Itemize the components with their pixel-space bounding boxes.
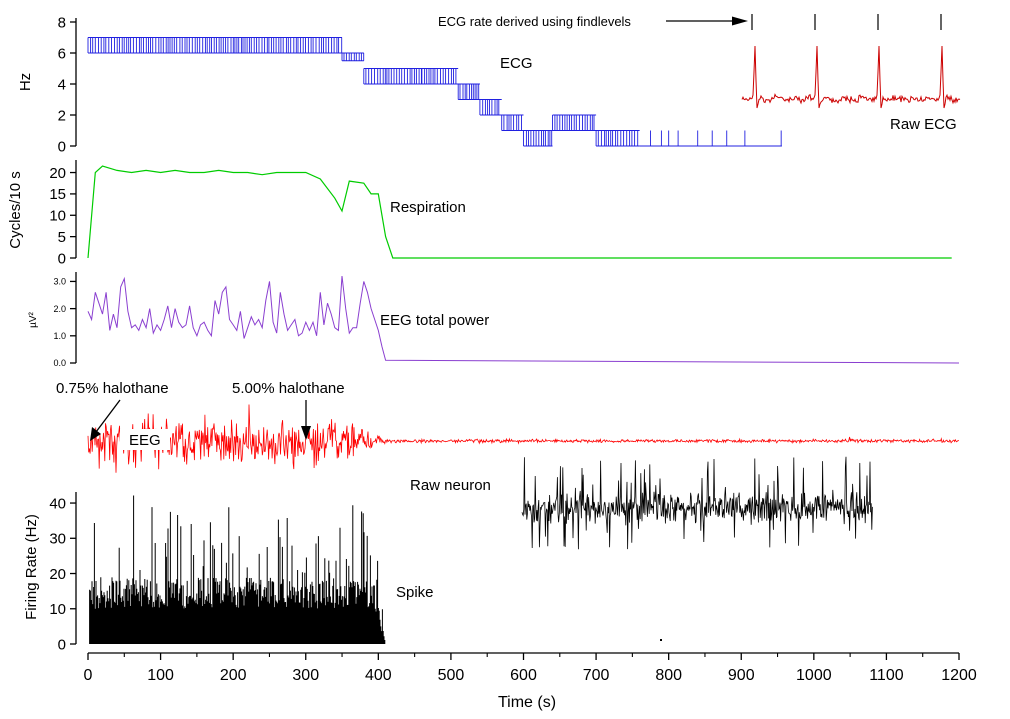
respiration-panel: 0 5 10 15 20 Cycles/10 s Respiration bbox=[7, 160, 952, 267]
eeg-power-y-axis: 0.0 1.0 2.0 3.0 bbox=[53, 272, 77, 368]
ecg-rate-trace bbox=[87, 37, 782, 147]
x-tick-label: 500 bbox=[438, 667, 465, 684]
spike-tick-label: 20 bbox=[49, 566, 66, 583]
raw-neuron-label: Raw neuron bbox=[410, 477, 491, 494]
eeg-trace bbox=[87, 404, 960, 473]
ecg-series-label: ECG bbox=[500, 55, 533, 72]
ecg-panel: 0 2 4 6 8 Hz ECG ECG rate derived using find… bbox=[17, 14, 961, 155]
respiration-series-label: Respiration bbox=[390, 199, 466, 216]
x-tick-label: 600 bbox=[510, 667, 537, 684]
halothane-high-label: 5.00% halothane bbox=[232, 380, 345, 397]
respiration-tick-label: 0 bbox=[58, 250, 66, 267]
spike-tick-label: 30 bbox=[49, 531, 66, 548]
ecg-tick-label: 6 bbox=[58, 45, 66, 62]
spike-y-axis: 0 10 20 30 40 bbox=[49, 492, 77, 653]
neuron-panel: Raw neuron bbox=[410, 456, 873, 550]
x-axis: 0 100 200 300 400 500 600 700 800 900 1000 1100 1200 bbox=[84, 652, 977, 684]
ecg-y-axis: 0 2 4 6 8 bbox=[58, 14, 77, 155]
respiration-tick-label: 15 bbox=[49, 186, 66, 203]
respiration-y-label: Cycles/10 s bbox=[7, 171, 24, 249]
respiration-tick-label: 10 bbox=[49, 208, 66, 225]
x-tick-label: 800 bbox=[655, 667, 682, 684]
halothane-low-label: 0.75% halothane bbox=[56, 380, 169, 397]
x-tick-label: 400 bbox=[365, 667, 392, 684]
eeg-power-y-label: µV² bbox=[28, 311, 39, 327]
findlevels-annotation: ECG rate derived using findlevels bbox=[438, 14, 631, 29]
eeg_power-tick-label: 1.0 bbox=[53, 331, 66, 341]
halothane-low-arrow bbox=[90, 399, 121, 441]
spike-y-label: Firing Rate (Hz) bbox=[23, 514, 40, 620]
x-tick-label: 300 bbox=[292, 667, 319, 684]
x-tick-label: 0 bbox=[84, 667, 93, 684]
x-tick-label: 1100 bbox=[869, 667, 904, 684]
respiration-y-axis: 0 5 10 15 20 bbox=[49, 160, 77, 267]
raw-ecg-trace bbox=[741, 45, 961, 109]
spike-tick-label: 40 bbox=[49, 495, 66, 512]
eeg-label-box bbox=[120, 429, 170, 450]
respiration-tick-label: 20 bbox=[49, 165, 66, 182]
spike-tick-label: 0 bbox=[58, 636, 66, 653]
ecg-tick-label: 0 bbox=[58, 138, 66, 155]
eeg-series-label: EEG bbox=[129, 432, 161, 449]
ecg-tick-label: 8 bbox=[58, 14, 66, 31]
x-tick-label: 100 bbox=[147, 667, 174, 684]
x-tick-label: 200 bbox=[220, 667, 247, 684]
x-tick-label: 900 bbox=[728, 667, 755, 684]
findlevels-arrow bbox=[666, 16, 748, 26]
raw-ecg-label: Raw ECG bbox=[890, 116, 957, 133]
spike-panel: 0 10 20 30 40 Firing Rate (Hz) Spike bbox=[23, 492, 662, 653]
ecg-tick-label: 2 bbox=[58, 107, 66, 124]
spike-series-label: Spike bbox=[396, 584, 434, 601]
respiration-tick-label: 5 bbox=[58, 229, 66, 246]
respiration-line bbox=[87, 165, 952, 259]
spike-tick-label: 10 bbox=[49, 601, 66, 618]
x-tick-label: 700 bbox=[583, 667, 610, 684]
x-tick-label: 1000 bbox=[796, 667, 832, 684]
eeg_power-tick-label: 0.0 bbox=[53, 358, 66, 368]
halothane-high-arrow bbox=[301, 400, 311, 440]
eeg-power-line bbox=[87, 275, 960, 364]
eeg-power-panel: 0.0 1.0 2.0 3.0 µV² EEG total power bbox=[28, 272, 960, 368]
eeg-power-series-label: EEG total power bbox=[380, 312, 489, 329]
raw-neuron-trace bbox=[521, 456, 873, 550]
x-axis-label: Time (s) bbox=[498, 694, 556, 711]
ecg-rate-levels bbox=[87, 37, 782, 147]
eeg_power-tick-label: 3.0 bbox=[53, 277, 66, 287]
ecg-y-label: Hz bbox=[17, 73, 34, 91]
eeg_power-tick-label: 2.0 bbox=[53, 304, 66, 314]
spike-rate-bars bbox=[89, 495, 386, 644]
findlevels-ticks bbox=[751, 14, 942, 30]
ecg-tick-label: 4 bbox=[58, 76, 66, 93]
eeg-panel: EEG 0.75% halothane 5.00% halothane bbox=[56, 380, 960, 473]
x-tick-label: 1200 bbox=[941, 667, 977, 684]
